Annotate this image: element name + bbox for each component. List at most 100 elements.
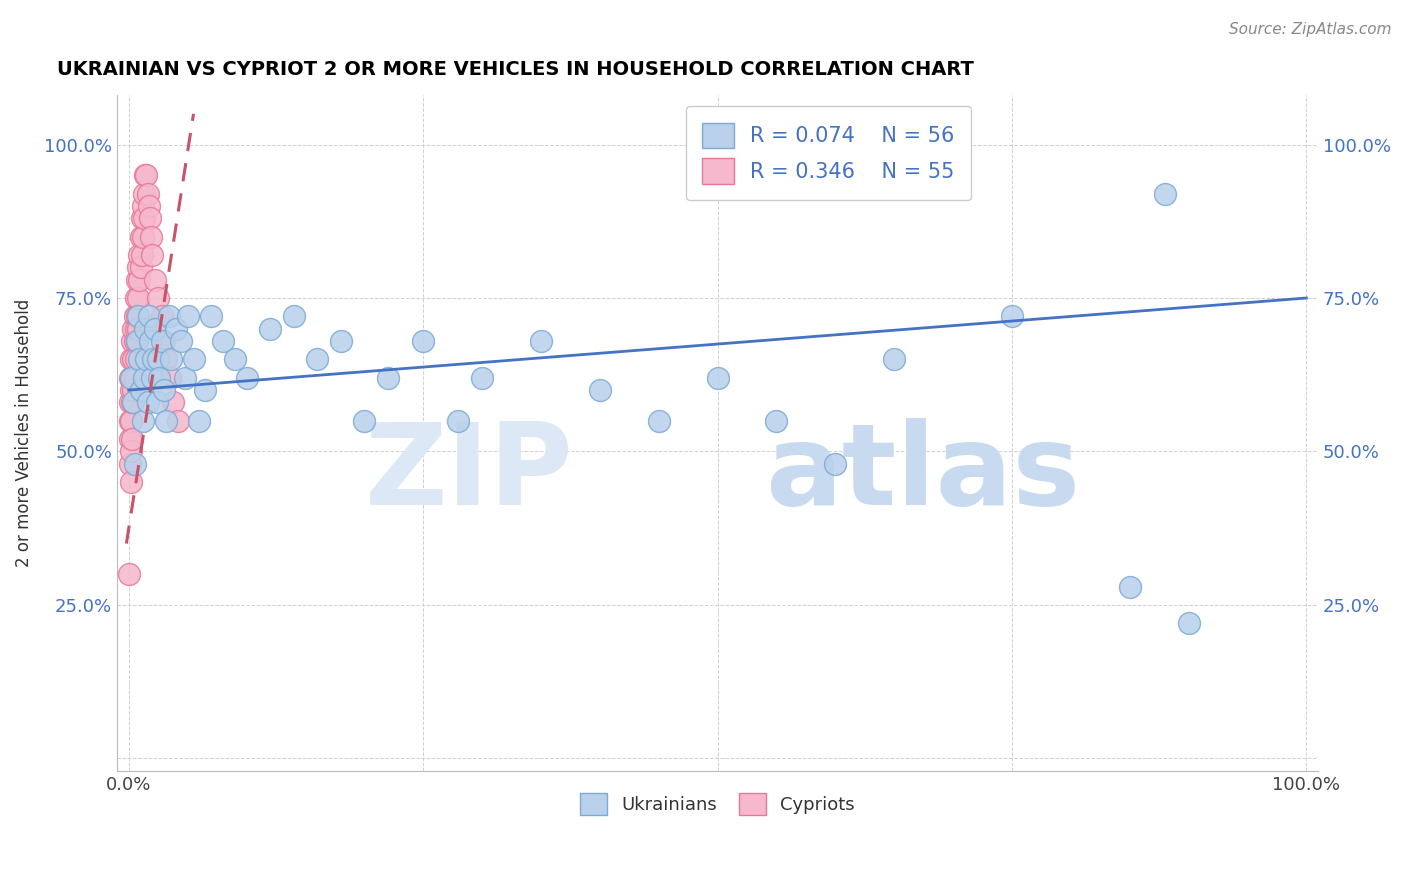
Point bbox=[141, 248, 163, 262]
Point bbox=[132, 229, 155, 244]
Point bbox=[121, 395, 143, 409]
Point bbox=[135, 352, 157, 367]
Legend: Ukrainians, Cypriots: Ukrainians, Cypriots bbox=[572, 786, 862, 822]
Point bbox=[706, 371, 728, 385]
Point bbox=[139, 229, 162, 244]
Point bbox=[200, 310, 222, 324]
Point bbox=[212, 334, 235, 348]
Point bbox=[139, 211, 162, 226]
Point bbox=[141, 371, 163, 385]
Point bbox=[194, 383, 217, 397]
Point bbox=[412, 334, 434, 348]
Point bbox=[120, 352, 142, 367]
Point bbox=[150, 310, 173, 324]
Text: ZIP: ZIP bbox=[366, 418, 574, 529]
Point bbox=[883, 352, 905, 367]
Point bbox=[118, 371, 141, 385]
Point bbox=[765, 414, 787, 428]
Point bbox=[530, 334, 553, 348]
Point bbox=[129, 229, 152, 244]
Point bbox=[138, 199, 160, 213]
Point bbox=[329, 334, 352, 348]
Point bbox=[1154, 186, 1177, 201]
Point bbox=[125, 334, 148, 348]
Point bbox=[132, 199, 155, 213]
Point bbox=[259, 322, 281, 336]
Point bbox=[134, 168, 156, 182]
Point bbox=[125, 272, 148, 286]
Point bbox=[121, 334, 143, 348]
Point bbox=[165, 322, 187, 336]
Point bbox=[132, 211, 155, 226]
Point bbox=[146, 395, 169, 409]
Point bbox=[129, 260, 152, 275]
Point bbox=[153, 334, 176, 348]
Point bbox=[1001, 310, 1024, 324]
Point bbox=[124, 457, 146, 471]
Point bbox=[176, 310, 198, 324]
Point bbox=[188, 414, 211, 428]
Point bbox=[447, 414, 470, 428]
Point bbox=[124, 310, 146, 324]
Point bbox=[135, 168, 157, 182]
Point bbox=[131, 211, 153, 226]
Point bbox=[122, 395, 145, 409]
Point bbox=[159, 371, 181, 385]
Point bbox=[136, 395, 159, 409]
Point bbox=[124, 334, 146, 348]
Point bbox=[122, 352, 145, 367]
Point bbox=[118, 414, 141, 428]
Point bbox=[589, 383, 612, 397]
Point bbox=[125, 352, 148, 367]
Point bbox=[127, 260, 149, 275]
Point bbox=[127, 322, 149, 336]
Point bbox=[224, 352, 246, 367]
Point bbox=[122, 322, 145, 336]
Point bbox=[148, 371, 170, 385]
Point bbox=[128, 352, 150, 367]
Point bbox=[235, 371, 257, 385]
Point bbox=[1177, 616, 1199, 631]
Point bbox=[174, 371, 197, 385]
Point bbox=[125, 291, 148, 305]
Point bbox=[471, 371, 494, 385]
Point bbox=[157, 310, 180, 324]
Point bbox=[127, 310, 149, 324]
Point bbox=[125, 334, 148, 348]
Point bbox=[150, 334, 173, 348]
Point bbox=[824, 457, 846, 471]
Point bbox=[160, 352, 183, 367]
Point bbox=[118, 457, 141, 471]
Point bbox=[162, 395, 184, 409]
Point bbox=[121, 432, 143, 446]
Point bbox=[307, 352, 329, 367]
Y-axis label: 2 or more Vehicles in Household: 2 or more Vehicles in Household bbox=[15, 299, 32, 567]
Text: UKRAINIAN VS CYPRIOT 2 OR MORE VEHICLES IN HOUSEHOLD CORRELATION CHART: UKRAINIAN VS CYPRIOT 2 OR MORE VEHICLES … bbox=[56, 60, 974, 78]
Point bbox=[122, 383, 145, 397]
Point bbox=[120, 371, 142, 385]
Point bbox=[118, 432, 141, 446]
Point bbox=[125, 310, 148, 324]
Point bbox=[283, 310, 305, 324]
Point bbox=[129, 383, 152, 397]
Text: Source: ZipAtlas.com: Source: ZipAtlas.com bbox=[1229, 22, 1392, 37]
Point bbox=[353, 414, 375, 428]
Point bbox=[148, 352, 170, 367]
Point bbox=[120, 475, 142, 490]
Point bbox=[127, 291, 149, 305]
Point bbox=[124, 371, 146, 385]
Point bbox=[139, 334, 162, 348]
Point bbox=[138, 310, 160, 324]
Point bbox=[120, 444, 142, 458]
Point bbox=[132, 371, 155, 385]
Point bbox=[647, 414, 669, 428]
Point bbox=[128, 272, 150, 286]
Point bbox=[118, 395, 141, 409]
Point bbox=[131, 248, 153, 262]
Point bbox=[125, 322, 148, 336]
Point bbox=[155, 414, 177, 428]
Point bbox=[121, 371, 143, 385]
Point bbox=[132, 186, 155, 201]
Point bbox=[1118, 580, 1140, 594]
Point bbox=[153, 383, 176, 397]
